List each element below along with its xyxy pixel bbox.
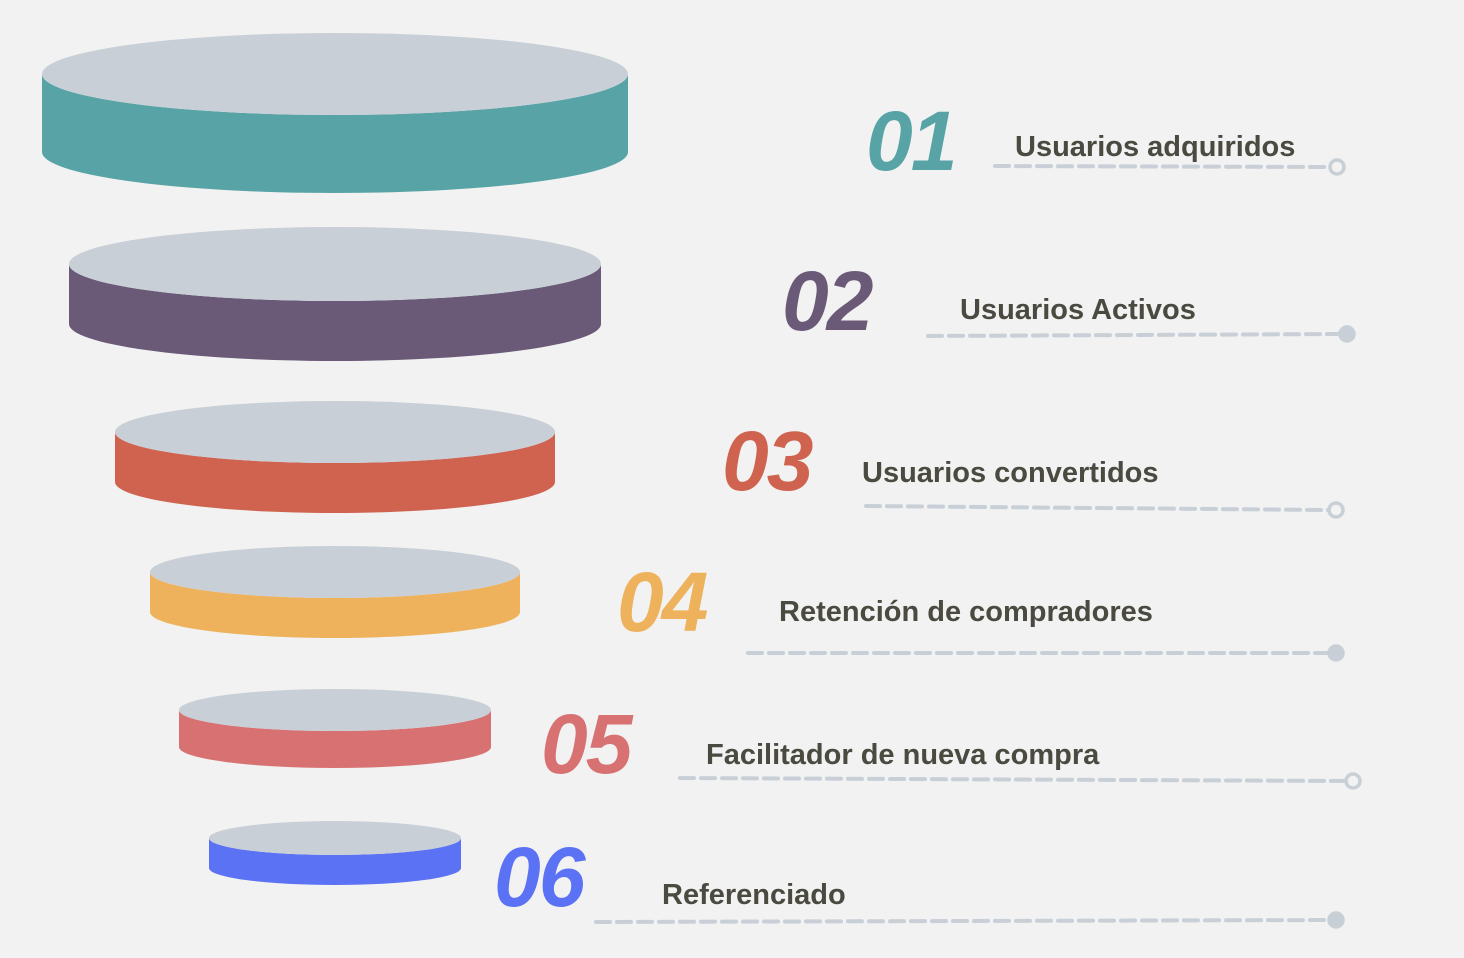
stage-4-connector-dot: [1327, 644, 1345, 662]
stage-4-label: Retención de compradores: [779, 596, 1153, 628]
stage-5-label: Facilitador de nueva compra: [706, 739, 1100, 771]
funnel-stage-2: 02 Usuarios Activos: [69, 227, 1356, 361]
stage-1-connector-dot: [1328, 158, 1346, 176]
funnel-layer-4-body: [150, 572, 520, 638]
funnel-layer-1-top: [42, 33, 628, 115]
stage-6-number: 06: [494, 830, 587, 924]
stage-5-connector-dot: [1344, 772, 1362, 790]
stage-2-connector-line: [926, 332, 1341, 338]
funnel-stage-3: 03 Usuarios convertidos: [115, 401, 1345, 519]
stage-3-number: 03: [722, 414, 813, 508]
stage-3-connector-dot: [1327, 501, 1345, 519]
funnel-stage-6: 06 Referenciado: [209, 821, 1345, 929]
stage-2-number: 02: [782, 254, 873, 348]
stage-5-number: 05: [541, 697, 634, 791]
funnel-layer-1-body: [42, 74, 628, 193]
funnel-layer-3-top: [115, 401, 555, 463]
funnel-stage-1: 01 Usuarios adquiridos: [42, 33, 1346, 193]
stage-2-connector-dot: [1338, 325, 1356, 343]
funnel-stage-4: 04 Retención de compradores: [150, 546, 1345, 662]
stage-3-label: Usuarios convertidos: [862, 457, 1159, 489]
funnel-layer-5-body: [179, 710, 491, 768]
funnel-layer-2-top: [69, 227, 601, 301]
stage-1-connector-line: [993, 164, 1331, 169]
funnel-layer-6-body: [209, 838, 461, 885]
funnel-layer-5-top: [179, 689, 491, 731]
stage-1-number: 01: [866, 94, 955, 188]
funnel-layer-2-body: [69, 264, 601, 361]
stage-6-label: Referenciado: [662, 879, 846, 911]
stage-6-connector-line: [594, 918, 1330, 924]
funnel-layer-3-body: [115, 432, 555, 513]
stage-4-number: 04: [617, 555, 708, 649]
stage-3-connector-line: [864, 504, 1330, 512]
stage-5-connector-line: [678, 776, 1347, 783]
funnel-stage-5: 05 Facilitador de nueva compra: [179, 689, 1362, 791]
stage-6-connector-dot: [1327, 911, 1345, 929]
stage-2-label: Usuarios Activos: [960, 294, 1196, 326]
funnel-layer-6-top: [209, 821, 461, 855]
funnel-layer-4-top: [150, 546, 520, 598]
stage-1-label: Usuarios adquiridos: [1015, 131, 1295, 163]
